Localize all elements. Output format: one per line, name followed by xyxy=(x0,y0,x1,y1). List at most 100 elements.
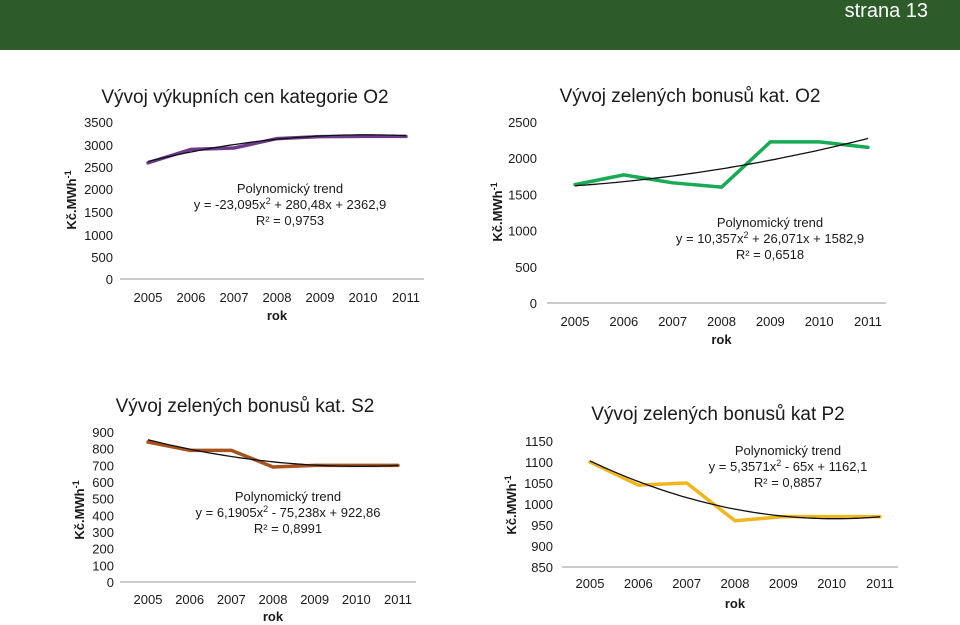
data-point xyxy=(685,481,689,485)
x-tick-label: 2010 xyxy=(805,314,834,329)
trend-equation-end: + 280,48x + 2362,9 xyxy=(271,197,387,212)
trend-line xyxy=(589,460,881,520)
x-tick-label: 2006 xyxy=(609,314,638,329)
x-tick-label: 2007 xyxy=(658,314,687,329)
data-point xyxy=(830,515,834,519)
y-tick-label: 1050 xyxy=(524,476,553,491)
y-tick-label: 500 xyxy=(91,250,113,265)
y-axis-label: Kč.MWh-1 xyxy=(71,480,87,539)
trend-equation-end: - 75,238x + 922,86 xyxy=(268,505,380,520)
x-tick-label: 2005 xyxy=(134,290,163,305)
data-point xyxy=(232,146,236,150)
x-axis-label: rok xyxy=(711,332,732,347)
trend-title: Polynomický trend xyxy=(717,215,823,230)
y-tick-label: 1000 xyxy=(84,228,113,243)
x-tick-label: 2007 xyxy=(672,576,701,591)
page-number: strana 13 xyxy=(844,0,928,22)
trend-equation-exponent: 2 xyxy=(263,504,268,514)
x-tick-label: 2008 xyxy=(721,576,750,591)
y-axis-label-exponent: -1 xyxy=(503,475,513,483)
x-tick-label: 2007 xyxy=(220,290,249,305)
trend-r-squared: R² = 0,6518 xyxy=(736,247,804,262)
data-point xyxy=(361,134,365,138)
y-tick-label: 500 xyxy=(515,260,537,275)
y-tick-label: 200 xyxy=(92,542,114,557)
trend-line xyxy=(574,137,869,187)
trend-equation-start: y = -23,095x xyxy=(194,197,266,212)
y-tick-label: 900 xyxy=(92,425,114,440)
header-bar xyxy=(0,0,960,50)
y-tick-label: 3000 xyxy=(84,138,113,153)
y-axis-label-text: Kč.MWh xyxy=(490,190,505,241)
trend-equation-exponent: 2 xyxy=(776,458,781,468)
trend-title: Polynomický trend xyxy=(735,443,841,458)
data-point xyxy=(768,140,772,144)
y-tick-label: 600 xyxy=(92,475,114,490)
x-tick-label: 2008 xyxy=(263,290,292,305)
data-point xyxy=(146,440,150,444)
x-axis-label: rok xyxy=(725,596,746,611)
data-point xyxy=(817,140,821,144)
y-tick-label: 700 xyxy=(92,458,114,473)
trend-equation-start: y = 10,357x xyxy=(676,231,744,246)
data-point xyxy=(146,161,150,165)
chart-title: Vývoj zelených bonusů kat. O2 xyxy=(560,86,821,107)
data-point xyxy=(866,145,870,149)
chart-title: Vývoj zelených bonusů kat. S2 xyxy=(116,396,375,417)
trend-equation: y = -23,095x2 + 280,48x + 2362,9 xyxy=(194,196,387,212)
x-tick-label: 2009 xyxy=(769,576,798,591)
y-axis-label-exponent: -1 xyxy=(489,182,499,190)
x-tick-label: 2007 xyxy=(217,592,246,607)
data-point xyxy=(733,519,737,523)
y-tick-label: 400 xyxy=(92,508,114,523)
y-tick-label: 1500 xyxy=(84,205,113,220)
x-tick-label: 2005 xyxy=(576,576,605,591)
x-tick-label: 2010 xyxy=(349,290,378,305)
trend-line xyxy=(147,134,407,163)
y-tick-label: 1000 xyxy=(524,497,553,512)
trend-equation-exponent: 2 xyxy=(743,230,748,240)
trend-r-squared: R² = 0,8991 xyxy=(254,521,322,536)
y-axis-label-exponent: -1 xyxy=(63,170,73,178)
data-point xyxy=(189,147,193,151)
trend-equation: y = 6,1905x2 - 75,238x + 922,86 xyxy=(196,504,381,520)
y-tick-label: 950 xyxy=(531,518,553,533)
y-axis-label-text: Kč.MWh xyxy=(72,488,87,539)
data-point xyxy=(229,448,233,452)
x-tick-label: 2006 xyxy=(624,576,653,591)
trend-equation-end: - 65x + 1162,1 xyxy=(781,459,867,474)
y-axis-label: Kč.MWh-1 xyxy=(63,170,79,229)
y-tick-label: 1500 xyxy=(508,187,537,202)
y-tick-label: 0 xyxy=(530,296,537,311)
trend-title: Polynomický trend xyxy=(237,181,343,196)
y-axis-label: Kč.MWh-1 xyxy=(503,475,519,534)
data-point xyxy=(720,185,723,189)
y-tick-label: 1150 xyxy=(525,434,553,449)
x-tick-label: 2011 xyxy=(854,314,882,329)
x-tick-label: 2011 xyxy=(384,592,412,607)
y-axis-label-text: Kč.MWh xyxy=(64,178,79,229)
x-tick-label: 2011 xyxy=(866,576,894,591)
trend-equation-exponent: 2 xyxy=(266,196,271,206)
trend-equation: y = 10,357x2 + 26,071x + 1582,9 xyxy=(676,230,864,246)
y-axis-label: Kč.MWh-1 xyxy=(489,182,505,241)
x-tick-label: 2008 xyxy=(707,314,736,329)
x-tick-label: 2006 xyxy=(175,592,204,607)
x-tick-label: 2010 xyxy=(342,592,371,607)
x-tick-label: 2011 xyxy=(392,290,420,305)
x-axis-label: rok xyxy=(267,308,288,323)
y-tick-label: 0 xyxy=(106,272,113,287)
y-tick-label: 2500 xyxy=(84,160,113,175)
y-tick-label: 300 xyxy=(92,525,114,540)
x-tick-label: 2009 xyxy=(756,314,785,329)
x-tick-label: 2010 xyxy=(817,576,846,591)
y-axis-label-exponent: -1 xyxy=(71,480,81,488)
x-tick-label: 2009 xyxy=(306,290,335,305)
y-tick-label: 3500 xyxy=(84,115,113,130)
y-tick-label: 1100 xyxy=(525,455,553,470)
trend-line xyxy=(147,439,399,467)
x-tick-label: 2008 xyxy=(259,592,288,607)
